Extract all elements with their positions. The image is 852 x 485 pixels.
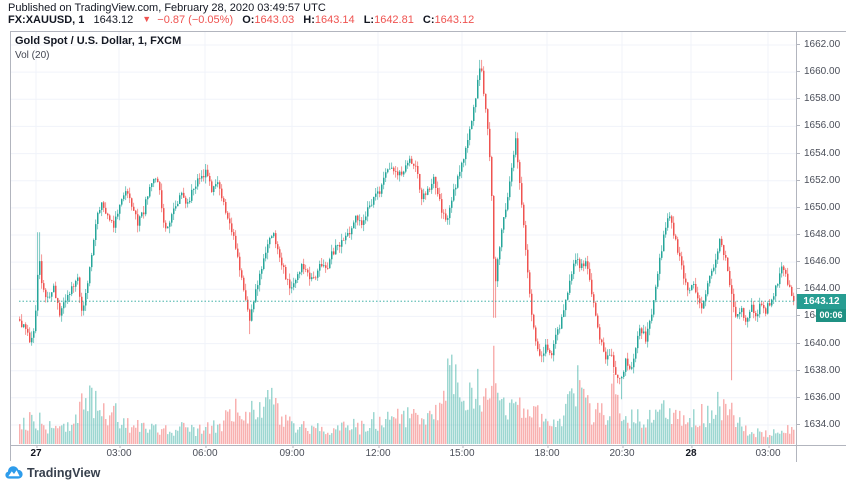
chart-legend: Gold Spot / U.S. Dollar, 1, FXCM Vol (20… — [15, 35, 181, 61]
chart-canvas[interactable] — [11, 32, 796, 445]
price-change: −0.87 (−0.05%) — [157, 14, 234, 26]
tradingview-cloud-icon — [5, 466, 23, 479]
open-label: O: — [242, 14, 255, 26]
published-line: Published on TradingView.com, February 2… — [8, 2, 326, 14]
close-label: C: — [422, 14, 435, 26]
time-axis-label: 06:00 — [192, 445, 218, 459]
time-axis-label: 12:00 — [365, 445, 391, 459]
high-value: 1643.14 — [314, 14, 355, 26]
bar-countdown-badge: 00:06 — [816, 309, 846, 323]
time-axis-label: 03:00 — [106, 445, 132, 459]
price-axis-label: 1654.00 — [795, 147, 841, 159]
chart-frame: Gold Spot / U.S. Dollar, 1, FXCM Vol (20… — [10, 31, 846, 462]
time-axis-label: 20:30 — [609, 445, 635, 459]
time-axis-label: 18:00 — [534, 445, 560, 459]
grid-lines — [11, 32, 796, 445]
price-down-arrow-icon: ▼ — [142, 14, 152, 24]
price-axis-label: 1648.00 — [795, 228, 841, 240]
price-axis-label: 1636.00 — [795, 391, 841, 403]
candlestick-series — [19, 59, 795, 400]
symbol-name[interactable]: FX:XAUUSD, 1 — [8, 14, 85, 26]
tradingview-logo-text: TradingView — [27, 465, 101, 480]
tradingview-logo[interactable]: TradingView — [5, 465, 100, 480]
price-axis-label: 1660.00 — [795, 66, 841, 78]
close-value: 1643.12 — [434, 14, 475, 26]
low-value: 1642.81 — [374, 14, 414, 26]
low-label: L: — [363, 14, 375, 26]
legend-volume-indicator[interactable]: Vol (20) — [15, 50, 50, 61]
price-axis-label: 1662.00 — [795, 39, 841, 50]
current-price-badge: 1643.12 — [797, 293, 846, 309]
time-axis-label: 27 — [30, 445, 42, 459]
last-price: 1643.12 — [93, 14, 134, 26]
price-axis-label: 1646.00 — [795, 256, 841, 268]
time-axis[interactable]: 27 03:00 06:00 09:00 12:00 15:00 18:00 20:30 28 0… — [11, 445, 846, 461]
open-value: 1643.03 — [254, 14, 295, 26]
price-axis-label: 1650.00 — [795, 201, 841, 213]
time-axis-label: 03:00 — [755, 445, 781, 459]
time-axis-label: 09:00 — [279, 445, 305, 459]
price-axis-label: 1634.00 — [795, 418, 841, 430]
axis-corner — [796, 446, 846, 462]
high-label: H: — [303, 14, 315, 26]
price-axis-label: 1638.00 — [795, 364, 841, 376]
price-axis-label: 1640.00 — [795, 337, 841, 349]
price-axis-label: 1658.00 — [795, 93, 841, 105]
price-axis-label: 1652.00 — [795, 174, 841, 186]
price-axis-label: 1656.00 — [795, 120, 841, 132]
time-axis-label: 15:00 — [449, 445, 475, 459]
volume-series — [19, 345, 795, 444]
price-axis[interactable]: 1662.00 1660.00 1658.00 1656.00 1654.00 1652.… — [795, 32, 846, 445]
time-axis-label: 28 — [685, 445, 697, 459]
symbol-info-bar: FX:XAUUSD, 1 1643.12 ▼ −0.87 (−0.05%) O:… — [8, 14, 474, 26]
legend-symbol-title[interactable]: Gold Spot / U.S. Dollar, 1, FXCM — [15, 35, 182, 47]
price-axis-label: 1644.00 — [795, 283, 841, 295]
